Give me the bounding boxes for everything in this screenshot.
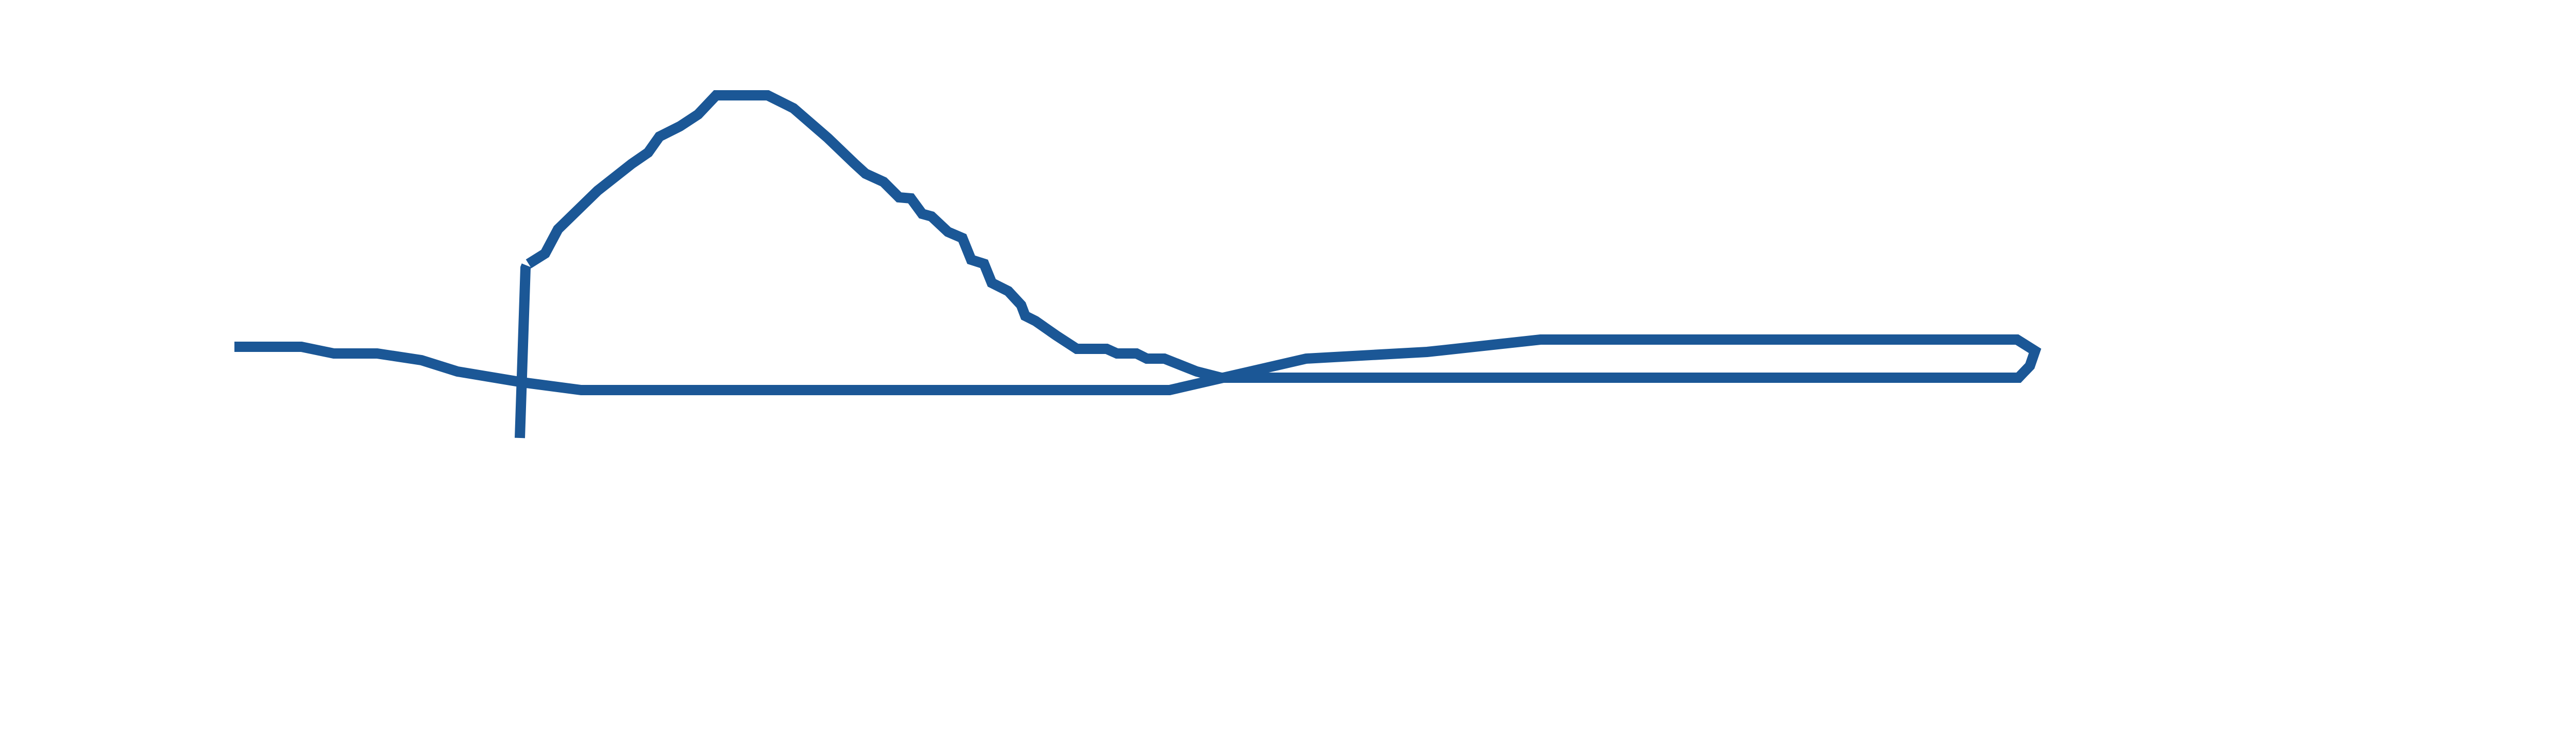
main-path: [234, 90, 2042, 395]
vertical-stroke: [515, 263, 532, 439]
